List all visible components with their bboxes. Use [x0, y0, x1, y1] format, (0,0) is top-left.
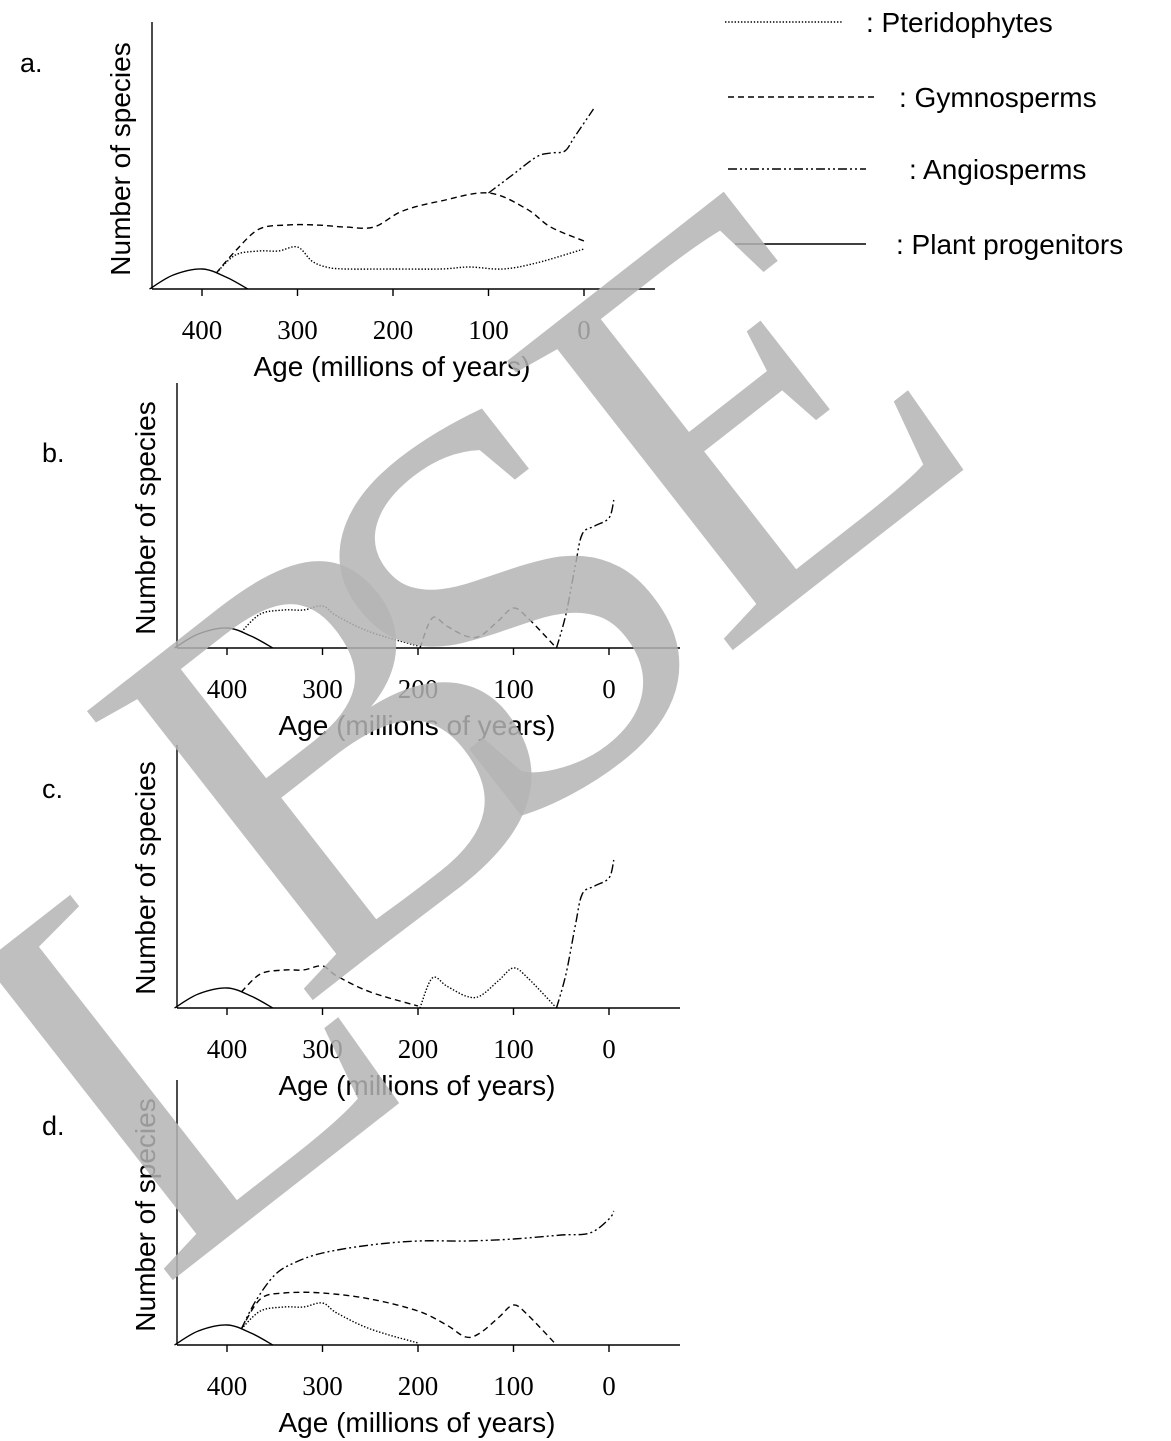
x-axis-label: Age (millions of years) [279, 1407, 556, 1438]
x-tick-label: 0 [577, 315, 591, 345]
x-tick-label: 100 [493, 674, 534, 704]
chart-panel-1: a. 400 300 200 100 0 Age (millions of years) Nu… [20, 22, 655, 382]
x-tick-label: 200 [373, 315, 414, 345]
x-axis-label: Age (millions of years) [279, 1070, 556, 1101]
series-line-dotted [215, 245, 585, 274]
series-line-solid [174, 987, 274, 1009]
chart-panels: a. 400 300 200 100 0 Age (millions of years) Nu… [20, 22, 680, 1438]
series-line-solid [174, 627, 274, 649]
x-axis-label: Age (millions of years) [279, 710, 556, 741]
x-tick-label: 200 [398, 674, 439, 704]
x-tick-label: 400 [207, 674, 248, 704]
legend-label: : Gymnosperms [899, 82, 1097, 113]
x-tick-label: 400 [207, 1371, 248, 1401]
y-axis-label: Number of species [130, 761, 161, 994]
legend-label: : Plant progenitors [896, 229, 1123, 260]
series-line-dotted [240, 605, 419, 647]
series-line-dashdot [555, 499, 615, 649]
y-axis-label: Number of species [105, 42, 136, 275]
legend-label: : Angiosperms [909, 154, 1086, 185]
x-tick-label: 400 [182, 315, 223, 345]
panel-label: d. [42, 1111, 65, 1141]
series-line-dotted [240, 1302, 419, 1344]
series-line-dotted [419, 967, 558, 1009]
y-axis-label: Number of species [130, 401, 161, 634]
x-tick-label: 300 [302, 1034, 343, 1064]
x-tick-label: 200 [398, 1371, 439, 1401]
series-line-dashdot [488, 108, 595, 194]
x-tick-label: 200 [398, 1034, 439, 1064]
panel-label: b. [42, 438, 65, 468]
chart-panel-4: d. 400 300 200 100 0 Age (millions of years) Nu… [42, 1080, 680, 1438]
series-line-dashed [240, 965, 419, 1007]
x-tick-label: 400 [207, 1034, 248, 1064]
x-tick-label: 300 [277, 315, 318, 345]
x-tick-label: 0 [602, 1371, 616, 1401]
chart-panel-3: c. 400 300 200 100 0 Age (millions of years) Nu… [42, 745, 680, 1101]
panel-label: c. [42, 774, 63, 804]
series-line-dashed [240, 1291, 558, 1346]
x-tick-label: 100 [468, 315, 509, 345]
x-tick-label: 0 [602, 1034, 616, 1064]
series-line-dashdot [555, 859, 615, 1009]
chart-panel-2: b. 400 300 200 100 0 Age (millions of years) Nu… [42, 383, 680, 741]
x-tick-label: 0 [602, 674, 616, 704]
legend: : Pteridophytes : Gymnosperms : Angiosperm… [725, 7, 1123, 260]
panel-label: a. [20, 48, 43, 78]
series-line-dashed [215, 192, 585, 274]
legend-label: : Pteridophytes [866, 7, 1053, 38]
x-tick-label: 100 [493, 1034, 534, 1064]
series-line-solid [174, 1324, 274, 1346]
x-tick-label: 100 [493, 1371, 534, 1401]
series-line-dashed [419, 607, 558, 649]
y-axis-label: Number of species [130, 1098, 161, 1331]
x-tick-label: 300 [302, 1371, 343, 1401]
x-axis-label: Age (millions of years) [254, 351, 531, 382]
series-line-solid [149, 268, 249, 290]
x-tick-label: 300 [302, 674, 343, 704]
